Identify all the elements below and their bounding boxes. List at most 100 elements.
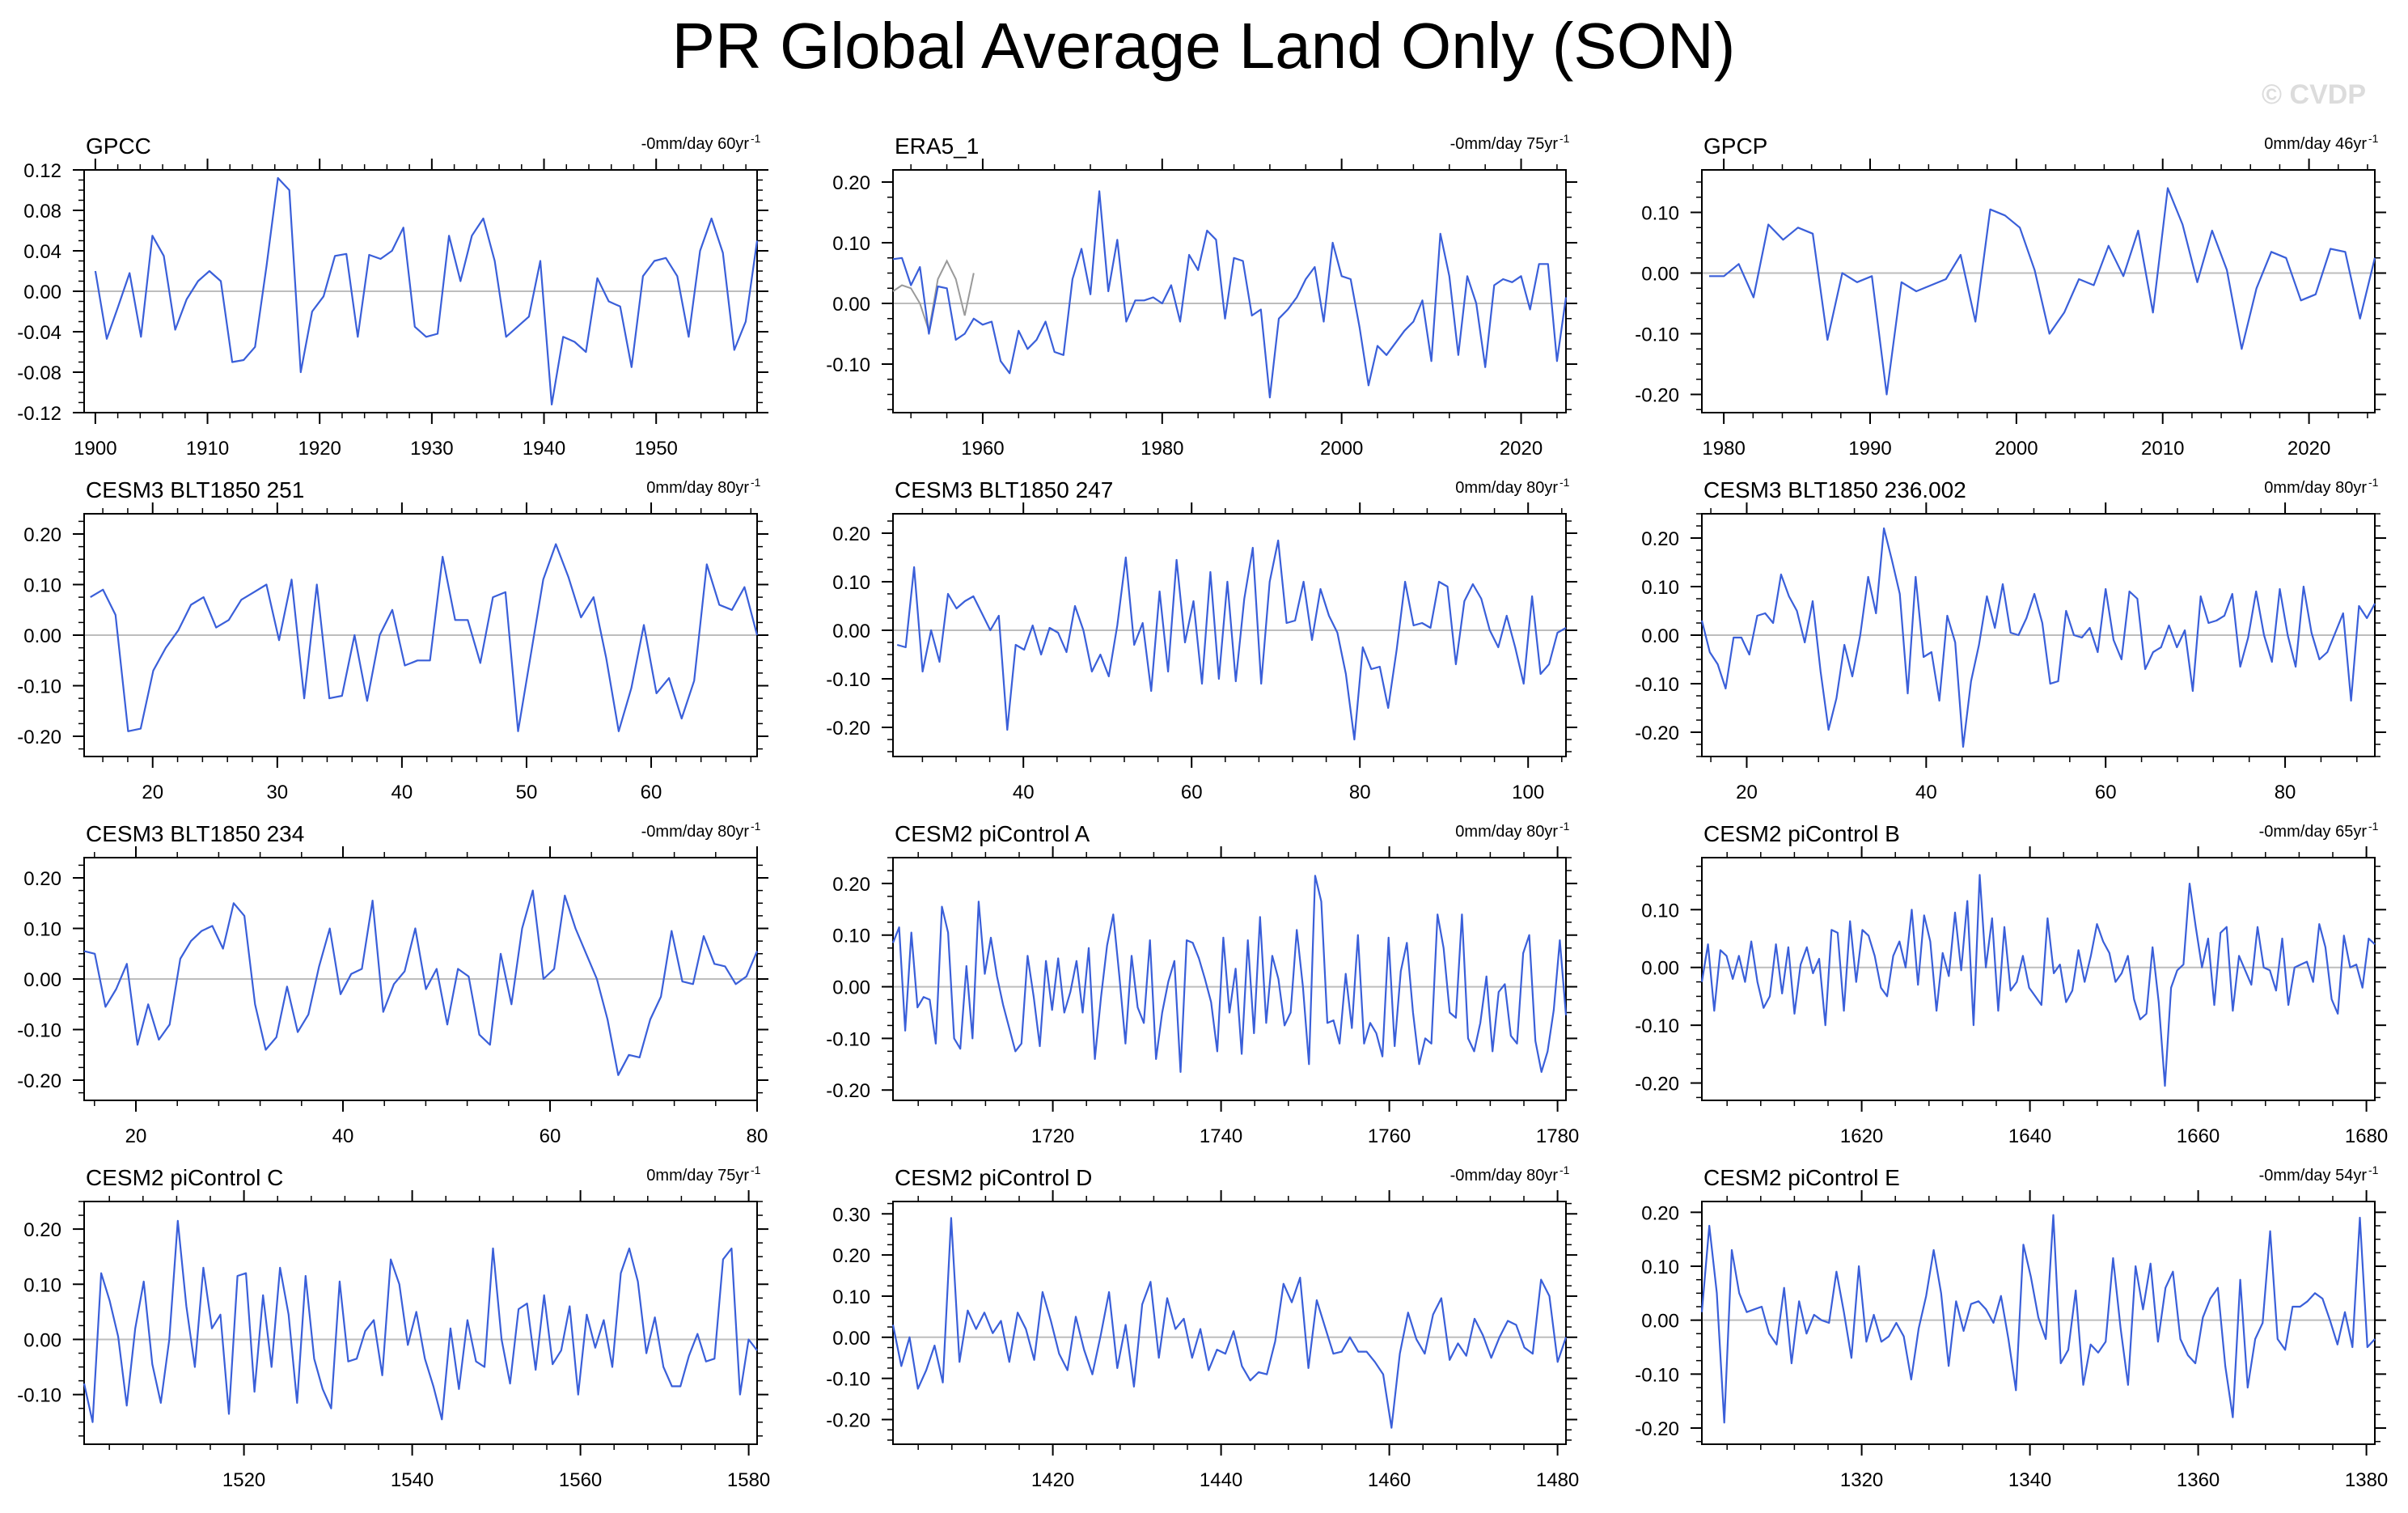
series-line [891,875,1568,1074]
y-tick-label: 0.20 [832,874,870,896]
x-tick-label: 1740 [1200,1125,1242,1147]
panel-6: CESM3 BLT1850 236.002 0mm/day 80yr -1 -0.20… [1635,476,2386,803]
trend-label: -0mm/day 65yr [2259,823,2368,841]
y-tick-label: 0.10 [1641,900,1679,922]
y-tick-label: -0.08 [17,362,61,384]
panel-title: GPCC [86,134,151,159]
x-tick-label: 1930 [410,438,453,460]
series-line [1700,874,2376,1087]
trend-label: 0mm/day 80yr [646,479,749,497]
panel-8: CESM2 piControl A 0mm/day 80yr -1 -0.20 -0.1… [826,820,1579,1147]
panel-title: CESM2 piControl B [1703,821,1900,846]
y-tick-label: 0.10 [1641,1257,1679,1278]
y-tick-label: 0.10 [23,919,61,941]
x-tick-label: 1980 [1141,438,1183,460]
trend-label: 0mm/day 46yr [2264,135,2367,153]
x-tick-label: 1910 [186,438,229,460]
y-tick-label: -0.12 [17,403,61,425]
trend-label: 0mm/day 80yr [2264,479,2367,497]
plot-frame [892,1201,1567,1445]
panel-title: CESM3 BLT1850 236.002 [1703,477,1966,502]
x-tick-label: 1320 [1840,1469,1883,1491]
y-tick-label: 0.20 [832,523,870,545]
plot-frame [1701,857,2376,1101]
plot-frame [1701,169,2376,413]
x-tick-label: 1460 [1368,1469,1411,1491]
x-tick-label: 100 [1512,782,1544,803]
y-tick-label: 0.20 [23,1219,61,1241]
panel-9: CESM2 piControl B -0mm/day 65yr -1 -0.20 -0.… [1635,820,2388,1147]
x-tick-label: 60 [540,1125,561,1147]
x-tick-label: 60 [641,782,662,803]
series-line [892,190,1568,399]
trend-exponent: -1 [1559,1163,1570,1176]
y-tick-label: -0.20 [1635,1074,1679,1096]
y-tick-label: 0.20 [1641,528,1679,550]
x-tick-label: 1480 [1536,1469,1579,1491]
series-line [891,1217,1568,1429]
y-tick-label: 0.08 [23,201,61,222]
y-tick-label: 0.00 [23,625,61,647]
y-tick-label: -0.04 [17,322,61,344]
x-tick-label: 1940 [523,438,565,460]
panel-title: ERA5_1 [895,134,979,159]
x-tick-label: 2000 [1995,438,2038,460]
x-tick-label: 1360 [2177,1469,2220,1491]
x-tick-label: 50 [516,782,538,803]
y-tick-label: 0.10 [23,1274,61,1296]
x-tick-label: 20 [142,782,163,803]
y-tick-label: 0.00 [23,1329,61,1351]
y-tick-label: 0.20 [23,868,61,890]
y-tick-label: 0.00 [23,282,61,303]
y-tick-label: -0.10 [17,676,61,698]
y-tick-label: 0.12 [23,160,61,182]
y-tick-label: 0.10 [1641,203,1679,225]
x-tick-label: 2020 [2287,438,2330,460]
y-tick-label: 0.00 [832,1328,870,1350]
panel-12: CESM2 piControl E -0mm/day 54yr -1 -0.20 -0.… [1635,1163,2388,1491]
x-tick-label: 1420 [1031,1469,1074,1491]
trend-exponent: -1 [751,132,761,145]
trend-label: -0mm/day 75yr [1450,135,1559,153]
plot-frame [892,857,1567,1101]
x-tick-label: 40 [332,1125,354,1147]
y-tick-label: 0.00 [832,294,870,316]
y-tick-label: 0.20 [23,524,61,546]
y-tick-label: 0.00 [1641,958,1679,980]
panel-grid: GPCC -0mm/day 60yr -1-0.12-0.08-0.040.000.… [17,132,2388,1491]
panel-5: CESM3 BLT1850 247 0mm/day 80yr -1 -0.20 -0.1… [826,476,1577,803]
trend-label: 0mm/day 75yr [646,1167,749,1185]
y-tick-label: -0.10 [1635,674,1679,696]
x-tick-label: 1680 [2345,1125,2388,1147]
x-tick-label: 1950 [635,438,678,460]
panel-2: ERA5_1 -0mm/day 75yr -1 -0.10 0.00 0.10 0.20 19… [826,132,1577,460]
panel-title: CESM2 piControl E [1703,1165,1900,1190]
x-tick-label: 1920 [298,438,341,460]
y-tick-label: -0.10 [1635,1364,1679,1386]
y-tick-label: 0.04 [23,241,61,263]
y-tick-label: -0.10 [826,1028,870,1050]
y-tick-label: 0.10 [832,926,870,947]
y-tick-label: -0.20 [17,1070,61,1092]
trend-label: 0mm/day 80yr [1455,479,1558,497]
y-tick-label: -0.20 [826,1080,870,1102]
x-tick-label: 2000 [1320,438,1363,460]
y-tick-label: -0.20 [1635,723,1679,744]
trend-exponent: -1 [2368,820,2379,833]
x-tick-label: 2020 [1500,438,1543,460]
x-tick-label: 1540 [391,1469,434,1491]
series-line [83,1219,758,1423]
panel-title: CESM2 piControl C [86,1165,283,1190]
trend-exponent: -1 [751,1163,761,1176]
x-tick-label: 1520 [222,1469,265,1491]
panel-title: GPCP [1703,134,1767,159]
x-tick-label: 1720 [1031,1125,1074,1147]
x-tick-label: 80 [2275,782,2296,803]
x-tick-label: 80 [1349,782,1371,803]
y-tick-label: 0.00 [832,977,870,999]
y-tick-label: -0.20 [17,727,61,748]
series-line [90,543,759,732]
y-tick-label: -0.10 [826,669,870,691]
y-tick-label: 0.00 [23,969,61,991]
